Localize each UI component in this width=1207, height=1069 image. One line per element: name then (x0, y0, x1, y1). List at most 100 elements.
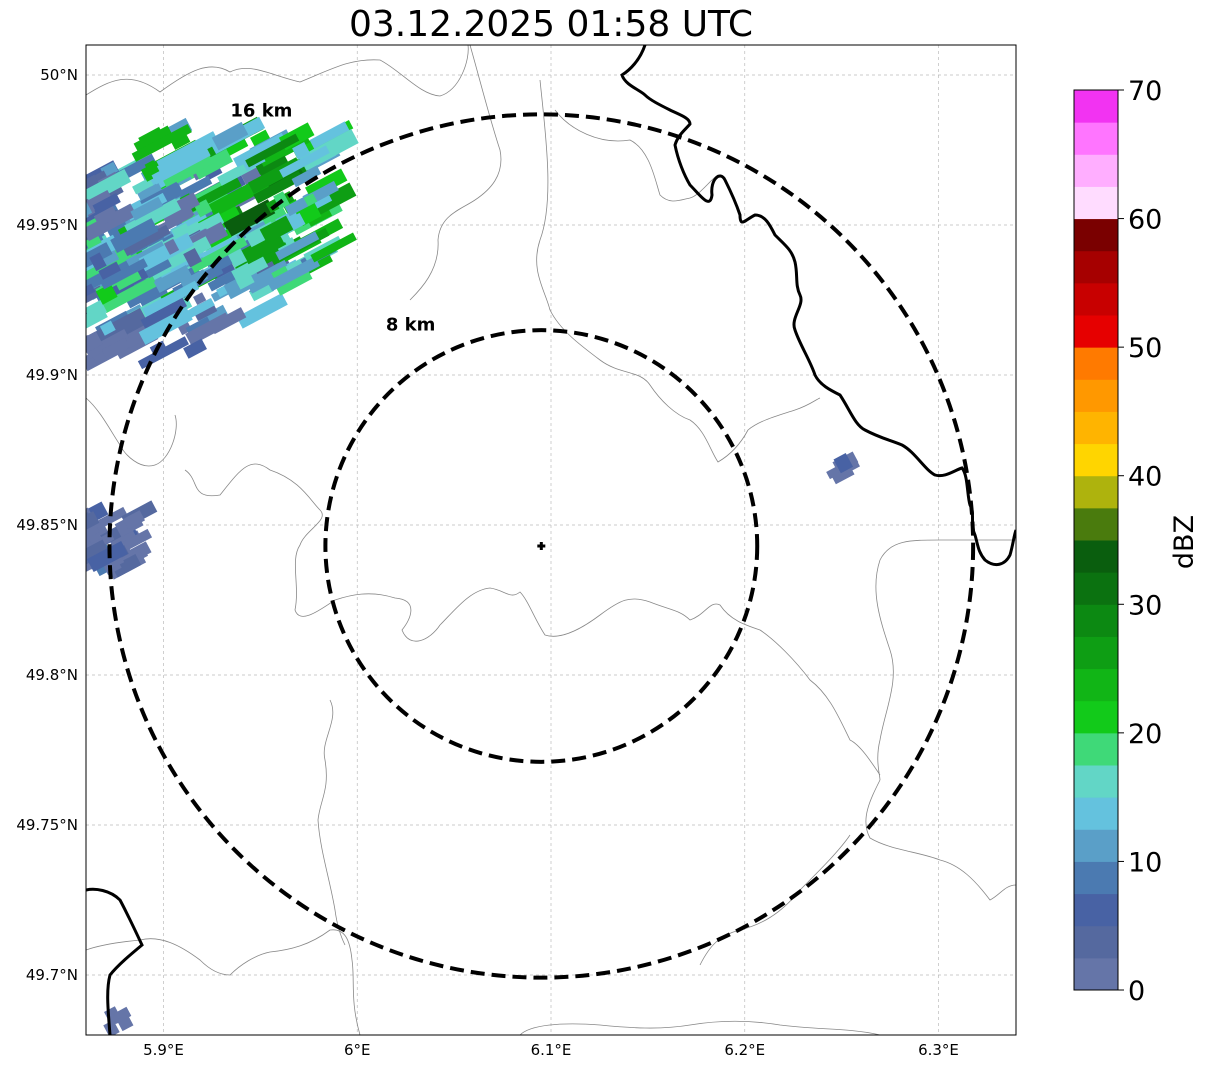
admin-boundary (317, 699, 346, 946)
echo-gate (99, 320, 116, 336)
colorbar-segment (1074, 540, 1118, 573)
colorbar-segment (1074, 732, 1118, 766)
echo-gate (303, 193, 318, 207)
echo-gate (86, 331, 103, 374)
colorbar-segment (1074, 411, 1118, 445)
echo-gate (231, 254, 269, 283)
echo-gate (275, 231, 320, 261)
echo-gate (30, 318, 78, 352)
echo-gate (103, 1020, 120, 1035)
echo-gate (312, 182, 357, 216)
echo-gate (279, 145, 330, 178)
echo-gate (20, 293, 49, 316)
echo-gate (133, 125, 173, 154)
echo-gate (13, 253, 36, 275)
echo-gate (245, 133, 300, 168)
echo-gate (153, 264, 192, 293)
echo-gate (142, 280, 200, 317)
colorbar-segment (1074, 218, 1118, 252)
echo-gate (236, 273, 255, 290)
echo-gate (86, 307, 148, 351)
x-tick-label: 6.1°E (531, 1041, 572, 1059)
y-tick-label: 49.9°N (26, 366, 78, 384)
echo-gate (228, 248, 248, 268)
echo-gate (13, 294, 43, 320)
echo-gate (86, 539, 110, 565)
echo-gate (93, 206, 119, 227)
echo-gate (86, 511, 100, 535)
echo-gate (144, 159, 160, 176)
colorbar-segment (1074, 797, 1118, 830)
colorbar-label: dBZ (1169, 515, 1200, 569)
echo-gate (99, 258, 148, 290)
map-title: 03.12.2025 01:58 UTC (348, 4, 754, 45)
echo-gate (26, 320, 71, 354)
x-tick-label: 6°E (344, 1041, 371, 1059)
echo-gate (122, 224, 171, 257)
echo-gate (89, 252, 107, 272)
colorbar-tick-label: 20 (1128, 719, 1162, 750)
colorbar-segment (1074, 829, 1118, 862)
colorbar-segment (1074, 636, 1118, 670)
echo-gate (171, 159, 201, 184)
colorbar-segment (1074, 122, 1118, 155)
echo-gate (50, 192, 77, 215)
range-ring (107, 112, 976, 980)
echo-gate (833, 452, 854, 474)
echo-gate (22, 311, 37, 325)
radar-echoes (5, 116, 860, 1035)
x-tick-label: 6.2°E (724, 1041, 765, 1059)
colorbar-tick-label: 50 (1128, 333, 1162, 364)
colorbar-frame (1073, 89, 1119, 991)
colorbar-segment (1074, 700, 1118, 734)
echo-gate (34, 271, 79, 302)
echo-gate (163, 238, 180, 255)
echo-gate (28, 265, 46, 281)
echo-gate (5, 261, 55, 295)
echo-gate (111, 553, 142, 578)
echo-gate (223, 199, 276, 237)
colorbar-tick-label: 30 (1128, 590, 1162, 621)
echo-gate (41, 287, 57, 303)
colorbar-segment (1074, 154, 1118, 187)
echo-gate (267, 256, 321, 292)
echo-gate (211, 121, 249, 151)
echo-gate (65, 556, 82, 570)
colorbar-segment (1074, 861, 1118, 895)
echo-gate (259, 215, 294, 244)
echo-gate (256, 152, 290, 179)
colorbar-segment (1074, 668, 1118, 702)
echo-gate (43, 263, 75, 288)
range-ring-label: 16 km (230, 101, 292, 122)
echo-gate (86, 259, 88, 283)
echo-gate (86, 329, 130, 359)
echo-gate (56, 243, 73, 259)
x-axis-ticks: 5.9°E 6°E 6.1°E 6.2°E 6.3°E (143, 1041, 959, 1059)
echo-gate (249, 281, 275, 302)
colorbar-tick-label: 40 (1128, 462, 1162, 493)
echo-gate (183, 338, 207, 359)
echo-gate (15, 294, 72, 332)
echo-gate (185, 312, 232, 346)
colorbar-segment (1074, 282, 1118, 316)
colorbar-segment (1074, 347, 1118, 380)
range-ring-label: 8 km (386, 314, 436, 335)
echo-gate (117, 528, 153, 554)
colorbar-segment (1074, 893, 1118, 927)
admin-boundary (86, 45, 469, 97)
radar-site-marker (537, 542, 546, 550)
colorbar-segment (1074, 604, 1118, 637)
y-tick-label: 49.75°N (16, 816, 78, 834)
colorbar-segment (1074, 572, 1118, 605)
echo-gate (163, 202, 195, 228)
echo-gate (110, 218, 159, 254)
echo-gate (171, 133, 191, 150)
admin-boundary (409, 45, 502, 301)
admin-boundary (86, 929, 361, 1035)
colorbar-segment (1074, 90, 1118, 123)
y-tick-label: 49.7°N (26, 966, 78, 984)
colorbar-tick-label: 70 (1128, 76, 1162, 107)
echo-gate (176, 175, 213, 201)
admin-boundary (865, 779, 1016, 901)
